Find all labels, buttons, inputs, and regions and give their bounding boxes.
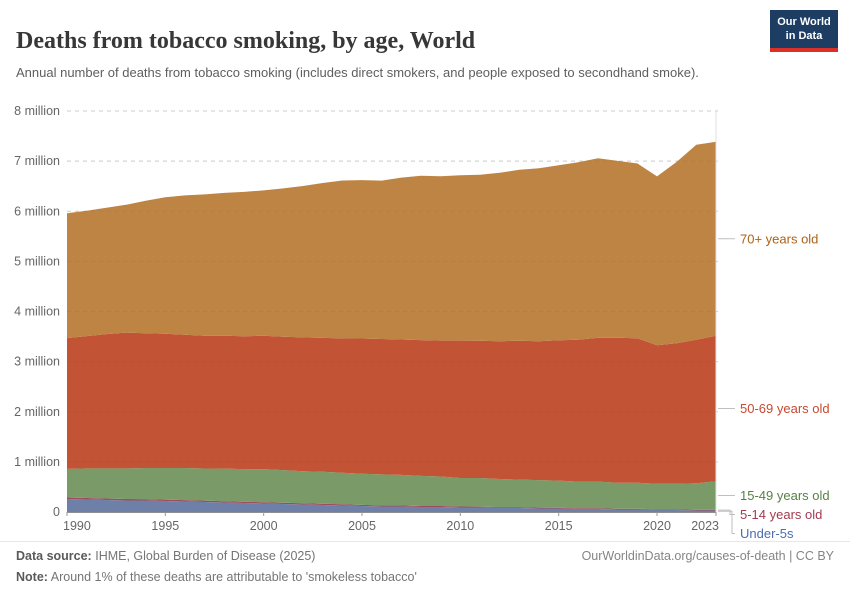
series-label-5-14-years-old: 5-14 years old <box>740 507 822 522</box>
note-text: Around 1% of these deaths are attributab… <box>50 570 417 584</box>
owid-logo-line2: in Data <box>785 30 823 43</box>
x-tick-label: 2023 <box>691 519 719 533</box>
area-50-69-years-old <box>67 332 716 484</box>
x-tick-label: 2020 <box>643 519 671 533</box>
note-label: Note: <box>16 570 48 584</box>
y-tick-label: 8 million <box>14 104 60 118</box>
attribution-link[interactable]: OurWorldinData.org/causes-of-death | CC … <box>581 549 834 563</box>
x-tick-label: 2015 <box>545 519 573 533</box>
data-source-text: IHME, Global Burden of Disease (2025) <box>95 549 316 563</box>
note-line: Note: Around 1% of these deaths are attr… <box>16 570 417 584</box>
series-label-15-49-years-old: 15-49 years old <box>740 488 830 503</box>
x-tick-label: 2005 <box>348 519 376 533</box>
y-tick-label: 7 million <box>14 154 60 168</box>
data-source-line: Data source: IHME, Global Burden of Dise… <box>16 549 315 563</box>
x-tick-label: 2010 <box>446 519 474 533</box>
owid-logo[interactable]: Our World in Data <box>770 10 838 52</box>
series-label-connector <box>718 510 735 534</box>
page-subtitle: Annual number of deaths from tobacco smo… <box>16 65 699 80</box>
series-label-under-5s: Under-5s <box>740 526 794 540</box>
area-15-49-years-old <box>67 468 716 510</box>
area-5-14-years-old <box>67 497 716 511</box>
y-tick-label: 3 million <box>14 355 60 369</box>
x-tick-label: 2000 <box>250 519 278 533</box>
footer-divider <box>0 541 850 542</box>
y-tick-label: 2 million <box>14 405 60 419</box>
series-label-50-69-years-old: 50-69 years old <box>740 401 830 416</box>
series-label-70-years-old: 70+ years old <box>740 231 818 246</box>
area-70-years-old <box>67 141 716 346</box>
data-source-label: Data source: <box>16 549 92 563</box>
y-tick-label: 5 million <box>14 254 60 268</box>
x-tick-label: 1990 <box>63 519 91 533</box>
owid-logo-line1: Our World <box>777 16 831 28</box>
y-tick-label: 6 million <box>14 204 60 218</box>
y-tick-label: 1 million <box>14 455 60 469</box>
area-under-5s <box>67 499 716 512</box>
y-tick-label: 0 <box>53 505 60 519</box>
page-title: Deaths from tobacco smoking, by age, Wor… <box>16 28 476 55</box>
y-tick-label: 4 million <box>14 305 60 319</box>
stacked-area-chart: 0 1 million 2 million 3 million 4 million 5 m… <box>14 104 830 540</box>
x-tick-label: 1995 <box>151 519 179 533</box>
